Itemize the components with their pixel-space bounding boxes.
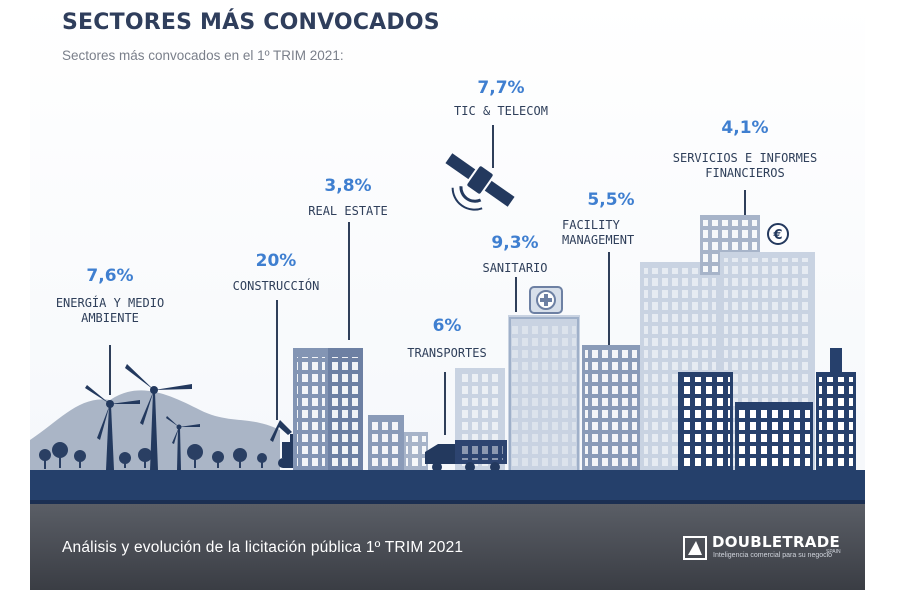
sector-construccion-percent: 20%: [255, 251, 297, 271]
sector-construccion-label: CONSTRUCCIÓN: [232, 279, 320, 293]
sector-sanitario-percent: 9,3%: [491, 233, 539, 253]
sector-tic-label: TIC & TELECOM: [454, 104, 548, 118]
sector-transportes-percent: 6%: [432, 316, 462, 336]
page-title: SECTORES MÁS CONVOCADOS: [62, 10, 440, 35]
sector-sanitario-label: SANITARIO: [482, 261, 548, 275]
sector-energia-percent: 7,6%: [86, 266, 134, 286]
logo-country: SPAIN: [826, 549, 841, 555]
svg-text:€: €: [772, 228, 782, 243]
sector-energia-label: ENERGÍA Y MEDIO AMBIENTE: [55, 296, 165, 325]
ground-strip: [30, 470, 865, 500]
sector-tic-percent: 7,7%: [477, 78, 525, 98]
euro-icon: €: [767, 223, 789, 245]
sector-real-estate-label: REAL ESTATE: [308, 204, 388, 218]
sector-financieros-percent: 4,1%: [721, 118, 769, 138]
leader-lines: [109, 125, 746, 435]
hospital-icon: [508, 286, 580, 474]
truck-icon: [425, 440, 507, 472]
sector-real-estate-percent: 3,8%: [324, 176, 372, 196]
small-buildings: [368, 415, 428, 473]
doubletrade-logo: DOUBLETRADE SPAIN Inteligencia comercial…: [680, 530, 850, 568]
sector-facility-percent: 5,5%: [587, 190, 635, 210]
building-icon: [582, 345, 640, 473]
page-subtitle: Sectores más convocados en el 1º TRIM 20…: [62, 48, 344, 63]
doubletrade-logo-mark: [683, 536, 707, 560]
trees: [39, 442, 267, 469]
sector-facility-label: FACILITY MANAGEMENT: [562, 218, 635, 247]
sector-financieros-label: SERVICIOS E INFORMES FINANCIEROS: [672, 151, 818, 180]
sector-transportes-label: TRANSPORTES: [407, 346, 487, 360]
logo-name: DOUBLETRADE: [712, 533, 841, 551]
navy-buildings: [678, 348, 856, 473]
footer-band: [30, 504, 865, 590]
footer-caption: Análisis y evolución de la licitación pú…: [62, 539, 464, 556]
logo-tagline: Inteligencia comercial para su negocio: [713, 552, 833, 559]
wind-turbine-icon: [85, 364, 200, 470]
satellite-icon: [445, 153, 515, 211]
office-tower-icon: [293, 348, 363, 472]
